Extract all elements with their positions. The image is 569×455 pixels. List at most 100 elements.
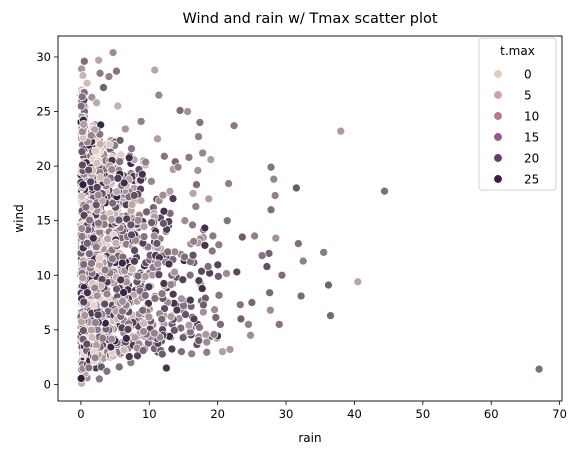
data-point — [203, 262, 213, 271]
y-tick-label-2: 10 — [36, 268, 51, 282]
data-point — [150, 294, 160, 303]
legend-marker-5 — [493, 90, 503, 100]
data-point — [130, 256, 139, 266]
data-point — [153, 134, 162, 144]
data-point — [91, 200, 101, 210]
data-point — [77, 147, 87, 157]
data-point — [144, 312, 154, 322]
data-point — [95, 68, 105, 78]
data-point — [157, 289, 167, 299]
data-point — [169, 325, 179, 335]
data-point — [166, 312, 176, 321]
data-point — [198, 148, 207, 158]
data-point — [270, 191, 280, 200]
data-point — [194, 336, 204, 345]
data-point — [96, 173, 105, 182]
data-point — [274, 320, 284, 329]
data-point — [103, 234, 113, 244]
data-point — [119, 345, 129, 355]
data-point — [76, 374, 86, 383]
data-point — [78, 273, 88, 283]
data-point — [237, 232, 247, 242]
data-point — [147, 177, 156, 186]
data-point — [119, 178, 129, 188]
data-point — [79, 326, 88, 335]
data-point — [277, 270, 287, 280]
data-point — [104, 72, 114, 81]
data-point — [140, 291, 150, 300]
x-axis: 0 10 20 30 40 50 60 70 — [77, 401, 567, 421]
data-point — [93, 190, 103, 200]
y-axis-label: wind — [12, 204, 26, 232]
data-point — [232, 267, 242, 277]
data-point — [94, 55, 104, 65]
data-point — [78, 71, 88, 80]
data-point — [218, 347, 227, 357]
data-point — [94, 218, 103, 228]
data-point — [166, 280, 176, 289]
data-point — [107, 165, 117, 174]
data-point — [141, 157, 150, 167]
data-point — [207, 246, 217, 256]
data-point — [247, 298, 257, 307]
data-point — [168, 194, 178, 203]
legend: t.max 0 5 10 15 20 25 — [478, 37, 557, 191]
data-point — [90, 283, 100, 293]
data-point — [326, 311, 335, 320]
data-point — [116, 275, 126, 285]
data-point — [336, 126, 346, 136]
legend-title: t.max — [500, 44, 535, 58]
data-point — [246, 330, 255, 340]
data-point — [265, 305, 275, 315]
data-point — [153, 259, 163, 269]
x-axis-label: rain — [298, 431, 321, 445]
data-point — [79, 297, 89, 307]
data-point — [127, 144, 136, 153]
data-point — [99, 83, 108, 92]
data-point — [175, 106, 185, 115]
data-point — [115, 136, 125, 145]
data-point — [102, 176, 112, 186]
x-tick-label-5: 50 — [416, 407, 431, 421]
data-point — [98, 333, 108, 343]
data-point — [100, 299, 110, 309]
data-point — [88, 233, 98, 243]
x-tick-label-4: 40 — [347, 407, 362, 421]
x-tick-label-0: 0 — [77, 407, 84, 421]
data-point — [195, 323, 204, 332]
data-point — [324, 280, 333, 290]
data-point — [85, 249, 94, 259]
data-point — [159, 279, 169, 288]
data-point — [168, 289, 178, 299]
data-point — [139, 327, 148, 336]
data-point — [138, 346, 148, 355]
data-point — [214, 290, 224, 300]
data-point — [102, 366, 112, 376]
data-point — [210, 305, 219, 315]
data-point — [127, 264, 137, 274]
data-point — [78, 180, 88, 190]
data-point — [224, 179, 233, 188]
x-tick-label-7: 70 — [552, 407, 567, 421]
data-point — [124, 352, 134, 361]
data-point — [159, 151, 169, 161]
data-point — [189, 237, 199, 246]
data-point — [79, 56, 89, 66]
data-point — [127, 200, 137, 209]
data-point — [222, 216, 232, 226]
data-point — [104, 140, 114, 149]
legend-label-20: 20 — [524, 152, 539, 166]
x-tick-label-3: 30 — [279, 407, 294, 421]
data-point — [195, 118, 205, 127]
data-point — [271, 233, 281, 243]
data-point — [136, 117, 146, 126]
data-point — [149, 231, 159, 241]
data-point — [77, 92, 87, 102]
data-point — [139, 319, 148, 328]
data-point — [319, 247, 329, 257]
data-point — [84, 363, 94, 373]
data-point — [214, 240, 224, 250]
data-point — [164, 259, 174, 269]
data-point — [244, 320, 253, 329]
data-point — [162, 363, 171, 373]
